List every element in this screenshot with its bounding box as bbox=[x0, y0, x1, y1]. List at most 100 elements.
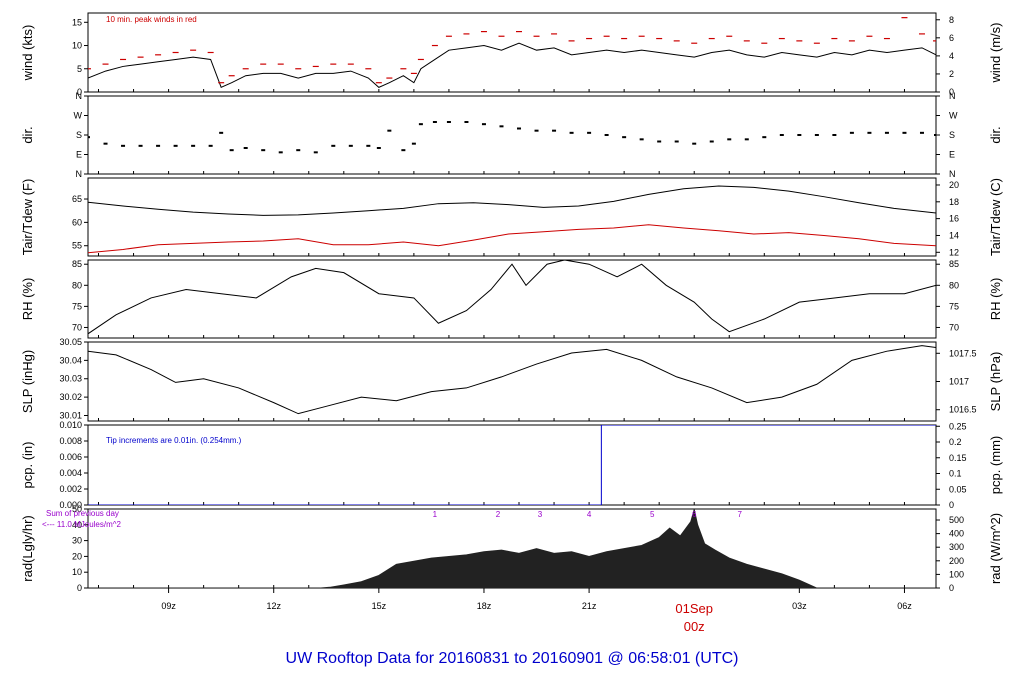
dir-point bbox=[229, 149, 234, 152]
wind-ytick-label: 15 bbox=[72, 17, 82, 27]
rh-ytick-label: 75 bbox=[72, 301, 82, 311]
dir-point bbox=[849, 131, 854, 134]
wind-plot bbox=[88, 17, 936, 89]
dir-point bbox=[208, 144, 213, 147]
temp-ytick-label: 65 bbox=[72, 194, 82, 204]
dir-point bbox=[411, 142, 416, 145]
dir-point bbox=[934, 134, 936, 136]
temp-plot bbox=[88, 185, 936, 254]
dir-ytick-label: S bbox=[76, 130, 82, 140]
rad-annotation-sum: Sum of previous day bbox=[46, 509, 119, 518]
dir-ytick-label: W bbox=[74, 111, 83, 121]
rad-annotation-value: <--- 11.0 MJoules/m^2 bbox=[42, 520, 122, 529]
dir-ytick-label: N bbox=[76, 169, 83, 179]
rad-ytick-right-label: 300 bbox=[949, 542, 964, 552]
dir-point bbox=[348, 144, 353, 147]
wind-ytick-right-label: 4 bbox=[949, 51, 954, 61]
wind-ytick-right-label: 6 bbox=[949, 33, 954, 43]
panel-temp bbox=[84, 177, 940, 257]
pcp-ylabel: pcp. (in) bbox=[20, 442, 35, 489]
rad-ytick-label: 0 bbox=[77, 583, 82, 593]
temp-ytick-right-label: 14 bbox=[949, 230, 959, 240]
rad-ytick-label: 30 bbox=[72, 536, 82, 546]
rad-ytick-right-label: 500 bbox=[949, 515, 964, 525]
x-tick-label: 03z bbox=[792, 601, 807, 611]
wind-ylabel: wind (kts) bbox=[20, 25, 35, 82]
dir-point bbox=[331, 144, 336, 147]
dir-point bbox=[762, 136, 767, 139]
temp-ytick-right-label: 12 bbox=[949, 247, 959, 257]
x-tick-label: 12z bbox=[266, 601, 281, 611]
temp-ytick-right-label: 20 bbox=[949, 180, 959, 190]
series-tair bbox=[88, 185, 936, 216]
rad-ytick-label: 50 bbox=[72, 504, 82, 514]
series-wind_speed bbox=[88, 42, 936, 89]
temp-ytick-label: 55 bbox=[72, 241, 82, 251]
dir-point bbox=[692, 142, 697, 145]
rh-ytick-label: 80 bbox=[72, 280, 82, 290]
x-tick-label: 09z bbox=[161, 601, 176, 611]
dir-point bbox=[219, 131, 224, 134]
dir-point bbox=[517, 127, 522, 130]
pcp-ytick-label: 0.000 bbox=[59, 500, 82, 510]
dir-point bbox=[622, 136, 627, 139]
series-rad bbox=[88, 509, 936, 588]
rh-ytick-right-label: 75 bbox=[949, 301, 959, 311]
pcp-plot bbox=[88, 425, 936, 505]
temp-frame bbox=[87, 177, 937, 257]
wind-ytick-right-label: 2 bbox=[949, 69, 954, 79]
dir-point bbox=[138, 144, 143, 147]
slp-ytick-right-label: 1017.5 bbox=[949, 348, 977, 358]
dir-ylabel-right: dir. bbox=[988, 126, 1003, 143]
pcp-ytick-right-label: 0.1 bbox=[949, 469, 962, 479]
slp-ytick-label: 30.02 bbox=[59, 392, 82, 402]
page-title: UW Rooftop Data for 20160831 to 20160901… bbox=[285, 650, 739, 667]
dir-point bbox=[481, 123, 486, 126]
pcp-ytick-right-label: 0 bbox=[949, 500, 954, 510]
dir-point bbox=[499, 125, 504, 128]
wind-ytick-label: 10 bbox=[72, 41, 82, 51]
wind-ytick-right-label: 8 bbox=[949, 15, 954, 25]
slp-ytick-label: 30.04 bbox=[59, 355, 82, 365]
wind-ytick-label: 0 bbox=[77, 87, 82, 97]
rad-ytick-label: 10 bbox=[72, 567, 82, 577]
wind-annotation: 10 min. peak winds in red bbox=[106, 15, 197, 24]
x-tick-label: 15z bbox=[372, 601, 387, 611]
x-tick-label: 18z bbox=[477, 601, 492, 611]
slp-ytick-right-label: 1017 bbox=[949, 377, 969, 387]
rh-ytick-label: 85 bbox=[72, 259, 82, 269]
dir-plot bbox=[88, 121, 936, 154]
temp-ylabel: Tair/Tdew (F) bbox=[20, 179, 35, 256]
dir-point bbox=[278, 151, 283, 154]
slp-ytick-label: 30.03 bbox=[59, 374, 82, 384]
panel-dir bbox=[84, 95, 940, 175]
series-pcp bbox=[88, 425, 936, 505]
panel-rad bbox=[84, 508, 940, 589]
rad-ytick-label: 40 bbox=[72, 520, 82, 530]
temp-ylabel-right: Tair/Tdew (C) bbox=[988, 178, 1003, 256]
wind-ylabel-right: wind (m/s) bbox=[988, 23, 1003, 84]
dir-point bbox=[401, 149, 406, 152]
dir-point bbox=[902, 131, 907, 134]
dir-point bbox=[709, 140, 714, 143]
rh-ylabel: RH (%) bbox=[20, 278, 35, 321]
rh-ytick-right-label: 70 bbox=[949, 322, 959, 332]
rad-hour-label: 1 bbox=[433, 510, 438, 519]
series-rh bbox=[88, 260, 936, 335]
dir-ytick-right-label: N bbox=[949, 169, 956, 179]
wind-ytick-label: 5 bbox=[77, 64, 82, 74]
dir-point bbox=[191, 144, 196, 147]
dir-point bbox=[867, 131, 872, 134]
dir-point bbox=[121, 144, 126, 147]
dir-point bbox=[657, 140, 662, 143]
dir-point bbox=[173, 144, 178, 147]
dir-ytick-right-label: N bbox=[949, 91, 956, 101]
rad-ytick-label: 20 bbox=[72, 551, 82, 561]
rad-ytick-right-label: 0 bbox=[949, 583, 954, 593]
dir-point bbox=[313, 151, 318, 154]
panel-slp bbox=[84, 341, 940, 422]
pcp-annotation: Tip increments are 0.01in. (0.254mm.) bbox=[106, 436, 242, 445]
dir-point bbox=[366, 144, 371, 147]
dir-point bbox=[446, 121, 451, 123]
dir-point bbox=[296, 149, 301, 152]
